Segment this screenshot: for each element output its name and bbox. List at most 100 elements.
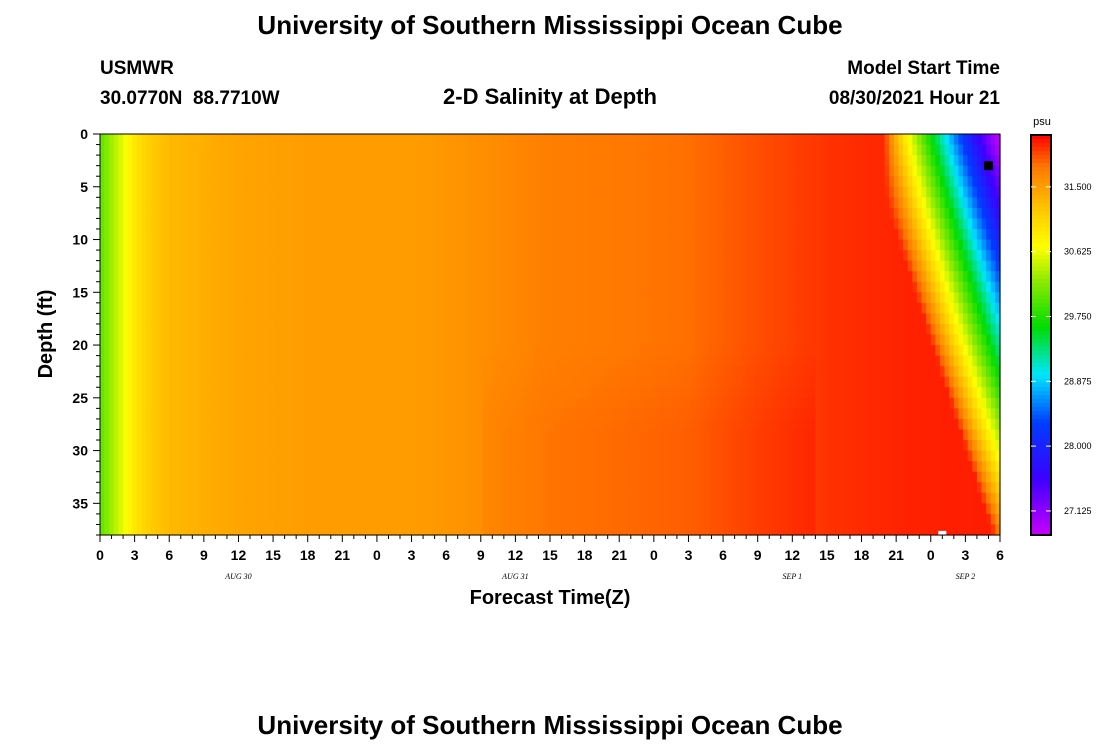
heatmap-cell [492, 334, 498, 346]
heatmap-cell [224, 492, 230, 504]
heatmap-cell [640, 461, 646, 473]
heatmap-cell [626, 302, 632, 314]
heatmap-cell [589, 186, 595, 198]
heatmap-cell [349, 228, 355, 241]
heatmap-cell [155, 228, 161, 241]
heatmap-cell [275, 397, 281, 409]
heatmap-cell [473, 355, 480, 367]
heatmap-cell [109, 408, 115, 420]
heatmap-cell [132, 155, 138, 167]
heatmap-cell [123, 292, 129, 304]
heatmap-cell [238, 292, 244, 304]
heatmap-cell [436, 524, 443, 536]
heatmap-cell [173, 239, 180, 251]
heatmap-cell [612, 429, 618, 441]
heatmap-cell [390, 292, 396, 304]
heatmap-cell [247, 355, 253, 367]
heatmap-cell [653, 250, 660, 262]
heatmap-cell [409, 334, 415, 346]
heatmap-cell [409, 281, 415, 293]
heatmap-cell [552, 271, 558, 283]
heatmap-cell [501, 313, 507, 325]
heatmap-cell [238, 155, 244, 167]
heatmap-cell [561, 397, 567, 409]
heatmap-cell [543, 429, 549, 441]
heatmap-cell [635, 492, 641, 504]
heatmap-cell [349, 482, 355, 494]
heatmap-cell [626, 440, 632, 452]
heatmap-cell [298, 387, 304, 399]
heatmap-cell [483, 197, 489, 209]
heatmap-cell [510, 144, 516, 156]
heatmap-cell [663, 165, 669, 177]
heatmap-cell [270, 176, 276, 188]
heatmap-cell [169, 429, 175, 441]
heatmap-cell [252, 408, 258, 420]
heatmap-cell [598, 323, 604, 336]
heatmap-cell [464, 334, 470, 346]
heatmap-cell [612, 461, 618, 473]
heatmap-cell [663, 503, 669, 515]
heatmap-cell [593, 408, 600, 420]
heatmap-cell [330, 429, 336, 441]
heatmap-cell [635, 334, 641, 346]
heatmap-cell [224, 440, 230, 452]
heatmap-cell [418, 345, 424, 357]
heatmap-cell [676, 513, 683, 526]
heatmap-cell [118, 292, 124, 304]
heatmap-cell [441, 250, 447, 262]
heatmap-cell [196, 471, 203, 483]
heatmap-cell [496, 524, 503, 536]
heatmap-cell [233, 218, 240, 230]
heatmap-cell [409, 165, 415, 177]
heatmap-cell [584, 471, 590, 483]
heatmap-cell [418, 197, 424, 209]
heatmap-cell [663, 281, 669, 293]
heatmap-cell [700, 482, 706, 494]
heatmap-cell [372, 334, 378, 346]
heatmap-cell [520, 482, 526, 494]
heatmap-cell [261, 207, 267, 220]
heatmap-cell [169, 239, 175, 251]
heatmap-cell [247, 155, 253, 167]
heatmap-cell [584, 239, 590, 251]
heatmap-cell [464, 376, 470, 388]
heatmap-cell [376, 366, 383, 378]
heatmap-cell [612, 155, 618, 167]
heatmap-cell [104, 144, 110, 156]
heatmap-cell [109, 429, 115, 441]
heatmap-cell [547, 207, 553, 220]
heatmap-cell [506, 313, 512, 325]
heatmap-cell [649, 313, 655, 325]
heatmap-cell [104, 397, 110, 409]
heatmap-cell [146, 323, 152, 336]
heatmap-cell [432, 228, 438, 241]
heatmap-cell [552, 492, 558, 504]
heatmap-cell [390, 408, 396, 420]
heatmap-cell [335, 292, 341, 304]
heatmap-cell [381, 355, 387, 367]
heatmap-cell [464, 250, 470, 262]
heatmap-cell [104, 323, 110, 336]
heatmap-cell [340, 260, 346, 272]
heatmap-cell [220, 334, 226, 346]
heatmap-cell [256, 186, 263, 198]
heatmap-cell [626, 281, 632, 293]
heatmap-cell [376, 260, 383, 272]
heatmap-cell [303, 292, 309, 304]
heatmap-cell [409, 429, 415, 441]
heatmap-cell [164, 513, 170, 526]
heatmap-cell [492, 461, 498, 473]
heatmap-cell [506, 345, 512, 357]
heatmap-cell [233, 355, 240, 367]
heatmap-cell [372, 281, 378, 293]
heatmap-cell [478, 155, 484, 167]
heatmap-cell [247, 492, 253, 504]
heatmap-cell [436, 302, 443, 314]
heatmap-cell [376, 513, 383, 526]
heatmap-cell [381, 418, 387, 431]
heatmap-cell [575, 239, 581, 251]
heatmap-cell [561, 197, 567, 209]
heatmap-cell [173, 165, 180, 177]
heatmap-cell [635, 461, 641, 473]
